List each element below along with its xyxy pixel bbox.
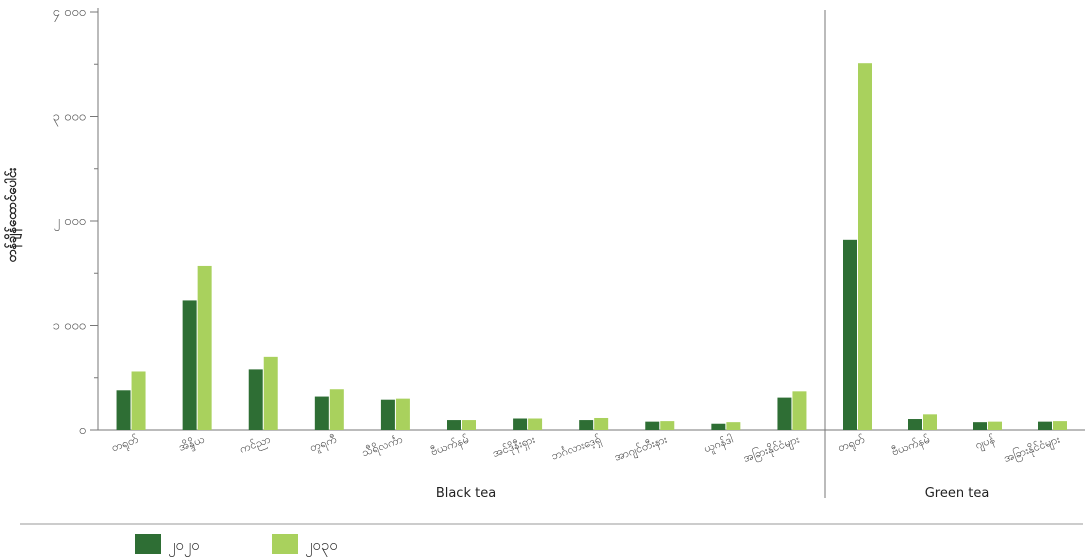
bar-series2 bbox=[329, 389, 344, 430]
y-tick-label: ၁ ၀၀၀ bbox=[53, 319, 86, 334]
category-label: သီရိလင်္ကာ bbox=[360, 433, 405, 462]
legend: ၂၀၂၀ ၂၀၃၀ bbox=[135, 534, 338, 557]
bar-series2 bbox=[988, 421, 1002, 430]
bar-series2 bbox=[594, 417, 609, 430]
bar-series2 bbox=[395, 398, 410, 430]
legend-label: ၂၀၃၀ bbox=[305, 536, 338, 557]
group-label: Green tea bbox=[925, 486, 990, 501]
bar-series1 bbox=[711, 423, 726, 430]
category-label: ဂျပန် bbox=[973, 433, 997, 454]
y-tick-label: ၀ bbox=[79, 423, 86, 438]
bar-series1 bbox=[843, 239, 857, 430]
category-label: အခြားနိုင်ငံများ bbox=[741, 432, 802, 467]
bar-series2 bbox=[131, 371, 146, 430]
bar-series1 bbox=[973, 422, 987, 430]
bar-series2 bbox=[792, 391, 807, 430]
bar-series1 bbox=[513, 418, 528, 430]
bar-series2 bbox=[263, 356, 278, 430]
bar-series2 bbox=[923, 414, 937, 430]
bar-series1 bbox=[248, 369, 263, 430]
bar-series2 bbox=[660, 421, 675, 430]
category-label: အာဂျင်တီးနား bbox=[612, 433, 669, 466]
bar-series1 bbox=[314, 396, 329, 430]
bar-series1 bbox=[380, 399, 395, 430]
bar-series2 bbox=[726, 422, 741, 430]
bar-series1 bbox=[777, 397, 792, 430]
category-label: ဗီယက်နမ် bbox=[429, 433, 471, 461]
bar-series1 bbox=[447, 420, 461, 430]
y-ticks: ၀ ၁ ၀၀၀ ၂ ၀၀၀ ၃ ၀၀၀ ၄ ၀၀၀ bbox=[53, 5, 98, 438]
group-label: Black tea bbox=[436, 486, 496, 501]
category-label: အင်ဒိုနီးရှား bbox=[491, 433, 538, 462]
y-axis-label: တန်ချိန်ထောင်ပေါင်း bbox=[3, 167, 23, 263]
bar-series2 bbox=[197, 265, 212, 430]
y-tick-label: ၃ ၀၀၀ bbox=[53, 110, 86, 127]
bar-series1 bbox=[579, 420, 594, 430]
category-labels: တရုတ် အိန္ဒိယ ကင်ညာ တူရကီ သီရိလင်္ကာ ဗီယက်နမ်… bbox=[110, 432, 1063, 467]
legend-swatch bbox=[272, 534, 298, 554]
bar-series1 bbox=[1038, 421, 1052, 430]
category-label: အိန္ဒိယ bbox=[177, 432, 207, 455]
category-label: ဗီယက်နမ် bbox=[890, 433, 932, 461]
bar-series1 bbox=[908, 419, 922, 430]
category-label: တရုတ် bbox=[836, 433, 867, 457]
y-tick-label: ၂ ၀၀၀ bbox=[54, 214, 86, 231]
category-label: အခြားနိုင်ငံများ bbox=[1002, 432, 1063, 467]
category-label: တူရကီ bbox=[308, 433, 339, 457]
bar-series1 bbox=[645, 421, 660, 430]
bar-series1 bbox=[116, 390, 131, 430]
category-label: ကင်ညာ bbox=[238, 433, 273, 458]
category-label: ယူဂန်ဒါ bbox=[702, 433, 736, 457]
category-label: ဘင်္ဂလားဒေ့ရှ် bbox=[549, 433, 603, 465]
bars bbox=[116, 63, 1067, 430]
y-tick-label: ၄ ၀၀၀ bbox=[53, 5, 86, 22]
bar-series2 bbox=[1053, 421, 1067, 430]
legend-swatch bbox=[135, 534, 161, 554]
bar-series1 bbox=[182, 300, 197, 430]
bar-series2 bbox=[858, 63, 872, 430]
bar-series2 bbox=[462, 420, 476, 430]
category-label: တရုတ် bbox=[110, 433, 141, 457]
group-labels: Black tea Green tea bbox=[436, 486, 989, 501]
legend-label: ၂၀၂၀ bbox=[168, 536, 200, 557]
bar-series2 bbox=[528, 418, 543, 430]
